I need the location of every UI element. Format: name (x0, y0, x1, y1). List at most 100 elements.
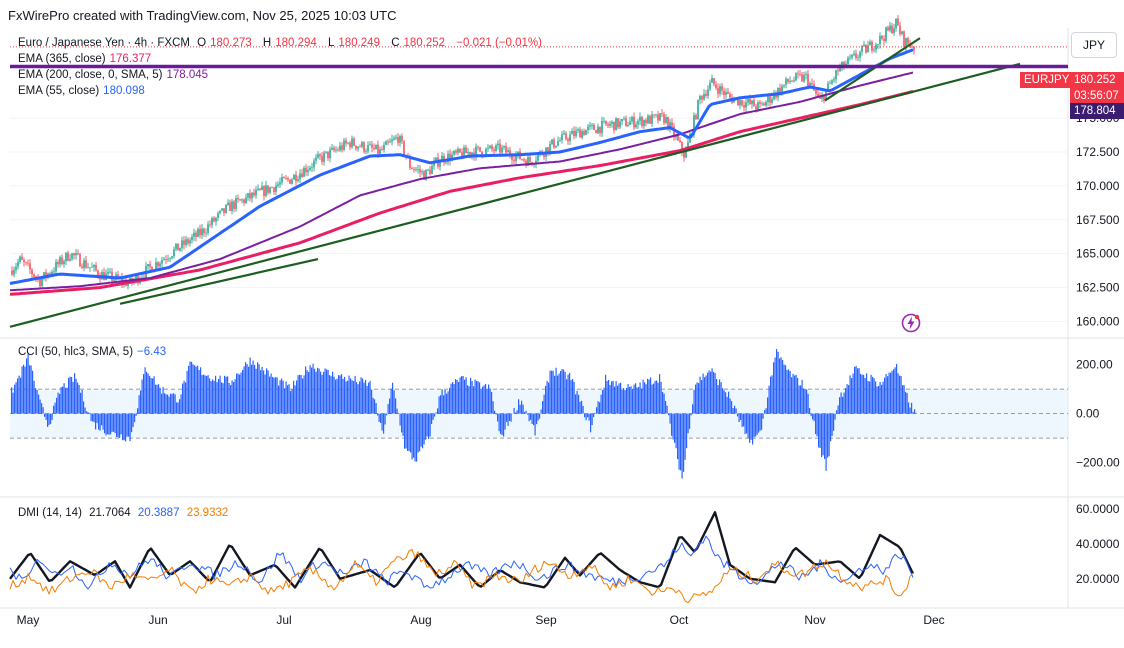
time-axis-label: Jul (276, 613, 291, 627)
cci-bar (320, 371, 322, 414)
cci-bar (321, 374, 323, 414)
candle-body (361, 142, 363, 147)
candle-body (817, 93, 819, 97)
cci-bar (407, 413, 409, 451)
cci-bar (192, 364, 194, 414)
cci-bar (159, 387, 161, 414)
cci-bar (785, 365, 787, 414)
candle-body (253, 192, 255, 196)
symbol-title[interactable]: Euro / Japanese Yen · 4h · FXCM (18, 37, 190, 49)
dmi-tick-label: 60.0000 (1076, 502, 1120, 516)
cci-bar (207, 375, 209, 414)
cci-bar (152, 378, 154, 414)
cci-bar (381, 413, 383, 431)
cci-bar (483, 385, 485, 414)
candle-body (17, 261, 19, 267)
candle-body (753, 100, 755, 107)
candle-body (291, 179, 293, 184)
candle-body (289, 179, 291, 184)
cci-bar (719, 379, 721, 414)
candle-body (41, 278, 43, 287)
candle-body (87, 267, 89, 269)
cci-bar (201, 375, 203, 414)
candle-body (579, 129, 581, 138)
candle-body (417, 169, 419, 170)
candle-body (259, 188, 261, 190)
cci-bar (326, 369, 328, 414)
candle-body (841, 61, 843, 68)
cci-bar (701, 380, 703, 414)
cci-legend[interactable]: CCI (50, hlc3, SMA, 5) −6.43 (18, 346, 167, 358)
cci-bar (165, 394, 167, 414)
candle-body (239, 199, 241, 201)
cci-bar (227, 376, 229, 414)
cci-bar (95, 413, 97, 430)
cci-bar (350, 378, 352, 414)
candle-body (15, 266, 17, 271)
price-tick-label: 172.500 (1076, 145, 1120, 159)
candle-body (565, 133, 567, 140)
candle-body (193, 232, 195, 237)
cci-bar (551, 370, 553, 414)
ema365-legend[interactable]: EMA (365, close) 176.377 (18, 53, 152, 65)
candle-body (25, 262, 27, 264)
time-axis-label: May (17, 613, 40, 627)
cci-bar (353, 381, 355, 414)
cci-bar (215, 375, 217, 414)
cci-bar (789, 371, 791, 414)
candle-body (755, 106, 757, 110)
cci-bar (884, 377, 886, 414)
lightning-icon[interactable] (901, 313, 921, 333)
cci-bar (435, 412, 437, 414)
candle-body (69, 258, 71, 261)
candle-body (485, 148, 487, 156)
cci-bar (302, 378, 304, 414)
cci-bar (120, 413, 122, 435)
cci-bar (635, 383, 637, 414)
cci-bar (657, 382, 659, 414)
cci-bar (720, 382, 722, 414)
cci-bar (393, 390, 395, 414)
cci-bar (758, 413, 760, 433)
candle-body (557, 141, 559, 146)
candle-body (91, 266, 93, 268)
cci-bar (458, 382, 460, 414)
cci-bar (11, 387, 13, 414)
dmi-legend[interactable]: DMI (14, 14) 21.7064 20.3887 23.9332 (18, 507, 229, 519)
candle-body (251, 192, 253, 199)
candle-body (511, 155, 513, 160)
cci-bar (267, 370, 269, 414)
candle-body (403, 141, 405, 156)
cci-bar (725, 392, 727, 414)
cci-bar (801, 379, 803, 414)
candle-body (855, 53, 857, 59)
cci-bar (728, 391, 730, 414)
cci-bar (492, 401, 494, 414)
candle-body (751, 100, 753, 104)
candle-body (401, 136, 403, 142)
cci-bar (750, 413, 752, 440)
candle-body (279, 182, 281, 185)
ema55-legend[interactable]: EMA (55, close) 180.098 (18, 85, 145, 97)
ema200-legend[interactable]: EMA (200, close, 0, SMA, 5) 178.045 (18, 69, 209, 81)
candle-body (325, 151, 327, 153)
candle-body (567, 139, 569, 142)
candle-body (547, 147, 549, 153)
candle-body (871, 41, 873, 51)
currency-button[interactable]: JPY (1071, 32, 1117, 58)
cci-bar (498, 413, 500, 432)
cci-bar (810, 413, 812, 417)
cci-bar (395, 398, 397, 414)
cci-bar (243, 366, 245, 414)
cci-bar (534, 413, 536, 436)
candle-body (719, 86, 721, 94)
cci-bar (602, 390, 604, 414)
cci-bar (864, 377, 866, 414)
candle-body (381, 149, 383, 151)
candle-body (357, 146, 359, 149)
bar-countdown-tag: 03:56:07 (1070, 88, 1124, 104)
candle-body (903, 31, 905, 47)
cci-bar (237, 373, 239, 414)
cci-bar (216, 381, 218, 414)
